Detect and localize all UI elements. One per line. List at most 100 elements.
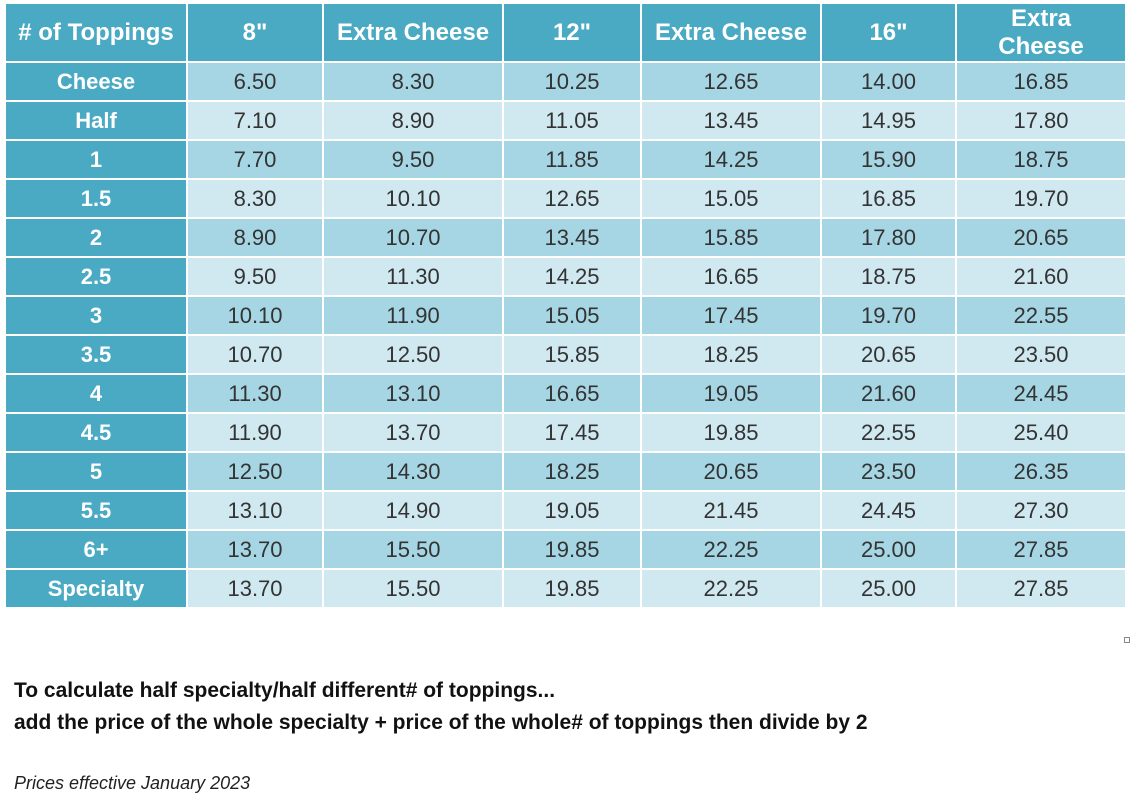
price-cell: 11.05 [502, 100, 642, 141]
price-cell: 15.85 [502, 334, 642, 375]
row-label: 5 [4, 451, 188, 492]
table-row: 3 10.10 11.90 15.05 17.45 19.70 22.55 [4, 295, 1127, 336]
price-cell: 7.70 [186, 139, 324, 180]
price-cell: 21.60 [955, 256, 1127, 297]
price-cell: 13.10 [322, 373, 504, 414]
price-cell: 27.30 [955, 490, 1127, 531]
price-cell: 10.70 [186, 334, 324, 375]
price-cell: 15.90 [820, 139, 957, 180]
price-cell: 25.40 [955, 412, 1127, 453]
row-label: Cheese [4, 61, 188, 102]
price-cell: 18.25 [640, 334, 822, 375]
row-label: 1.5 [4, 178, 188, 219]
row-label: 4.5 [4, 412, 188, 453]
price-cell: 19.85 [502, 568, 642, 609]
price-cell: 14.90 [322, 490, 504, 531]
header-toppings: # of Toppings [4, 2, 188, 63]
price-cell: 18.75 [955, 139, 1127, 180]
price-cell: 24.45 [820, 490, 957, 531]
price-cell: 13.10 [186, 490, 324, 531]
table-row: 3.5 10.70 12.50 15.85 18.25 20.65 23.50 [4, 334, 1127, 375]
price-cell: 16.65 [502, 373, 642, 414]
price-cell: 14.30 [322, 451, 504, 492]
price-cell: 9.50 [322, 139, 504, 180]
price-cell: 22.55 [820, 412, 957, 453]
price-cell: 12.65 [640, 61, 822, 102]
row-label: Half [4, 100, 188, 141]
price-cell: 8.90 [186, 217, 324, 258]
table-row: Half 7.10 8.90 11.05 13.45 14.95 17.80 [4, 100, 1127, 141]
price-cell: 18.75 [820, 256, 957, 297]
price-cell: 7.10 [186, 100, 324, 141]
price-cell: 13.70 [322, 412, 504, 453]
effective-date-note: Prices effective January 2023 [14, 773, 251, 793]
price-cell: 17.45 [502, 412, 642, 453]
price-cell: 19.05 [640, 373, 822, 414]
table-row: 6+ 13.70 15.50 19.85 22.25 25.00 27.85 [4, 529, 1127, 570]
price-cell: 21.60 [820, 373, 957, 414]
price-cell: 10.10 [322, 178, 504, 219]
header-8-inch: 8" [186, 2, 324, 63]
pizza-price-table: # of Toppings 8" Extra Cheese 12" Extra … [4, 2, 1127, 609]
price-cell: 8.90 [322, 100, 504, 141]
row-label: 6+ [4, 529, 188, 570]
table-row: 1.5 8.30 10.10 12.65 15.05 16.85 19.70 [4, 178, 1127, 219]
price-cell: 14.25 [502, 256, 642, 297]
price-cell: 23.50 [955, 334, 1127, 375]
note-line-2: add the price of the whole specialty + p… [14, 711, 868, 734]
price-cell: 6.50 [186, 61, 324, 102]
header-12-inch: 12" [502, 2, 642, 63]
price-cell: 12.65 [502, 178, 642, 219]
price-cell: 16.65 [640, 256, 822, 297]
header-16-inch: 16" [820, 2, 957, 63]
table-row: 2 8.90 10.70 13.45 15.85 17.80 20.65 [4, 217, 1127, 258]
price-cell: 18.25 [502, 451, 642, 492]
row-label: 4 [4, 373, 188, 414]
resize-handle[interactable] [1124, 637, 1130, 643]
price-cell: 10.10 [186, 295, 324, 336]
price-cell: 19.05 [502, 490, 642, 531]
price-cell: 13.45 [640, 100, 822, 141]
row-label: 3 [4, 295, 188, 336]
price-cell: 19.70 [955, 178, 1127, 219]
table-row: Cheese 6.50 8.30 10.25 12.65 14.00 16.85 [4, 61, 1127, 102]
table-row: 4 11.30 13.10 16.65 19.05 21.60 24.45 [4, 373, 1127, 414]
price-cell: 14.00 [820, 61, 957, 102]
price-cell: 19.70 [820, 295, 957, 336]
note-line-1: To calculate half specialty/half differe… [14, 679, 556, 702]
row-label: 2 [4, 217, 188, 258]
price-cell: 15.50 [322, 568, 504, 609]
row-label: 5.5 [4, 490, 188, 531]
price-cell: 17.80 [955, 100, 1127, 141]
price-cell: 16.85 [955, 61, 1127, 102]
price-cell: 20.65 [640, 451, 822, 492]
table-row: 5 12.50 14.30 18.25 20.65 23.50 26.35 [4, 451, 1127, 492]
row-label: 3.5 [4, 334, 188, 375]
row-label: 2.5 [4, 256, 188, 297]
price-cell: 12.50 [322, 334, 504, 375]
price-cell: 15.05 [502, 295, 642, 336]
table-row: Specialty 13.70 15.50 19.85 22.25 25.00 27.85 [4, 568, 1127, 609]
table-row: 1 7.70 9.50 11.85 14.25 15.90 18.75 [4, 139, 1127, 180]
price-cell: 22.25 [640, 529, 822, 570]
row-label: Specialty [4, 568, 188, 609]
price-cell: 13.45 [502, 217, 642, 258]
price-cell: 22.55 [955, 295, 1127, 336]
price-cell: 11.90 [186, 412, 324, 453]
price-cell: 11.90 [322, 295, 504, 336]
header-16-extra-cheese: Extra Cheese [955, 2, 1127, 63]
price-cell: 17.45 [640, 295, 822, 336]
price-cell: 21.45 [640, 490, 822, 531]
price-cell: 9.50 [186, 256, 324, 297]
price-cell: 27.85 [955, 529, 1127, 570]
price-cell: 23.50 [820, 451, 957, 492]
price-cell: 27.85 [955, 568, 1127, 609]
price-cell: 22.25 [640, 568, 822, 609]
price-cell: 19.85 [640, 412, 822, 453]
price-cell: 20.65 [955, 217, 1127, 258]
price-cell: 25.00 [820, 529, 957, 570]
price-cell: 13.70 [186, 568, 324, 609]
price-cell: 15.05 [640, 178, 822, 219]
table-row: 4.5 11.90 13.70 17.45 19.85 22.55 25.40 [4, 412, 1127, 453]
price-cell: 26.35 [955, 451, 1127, 492]
